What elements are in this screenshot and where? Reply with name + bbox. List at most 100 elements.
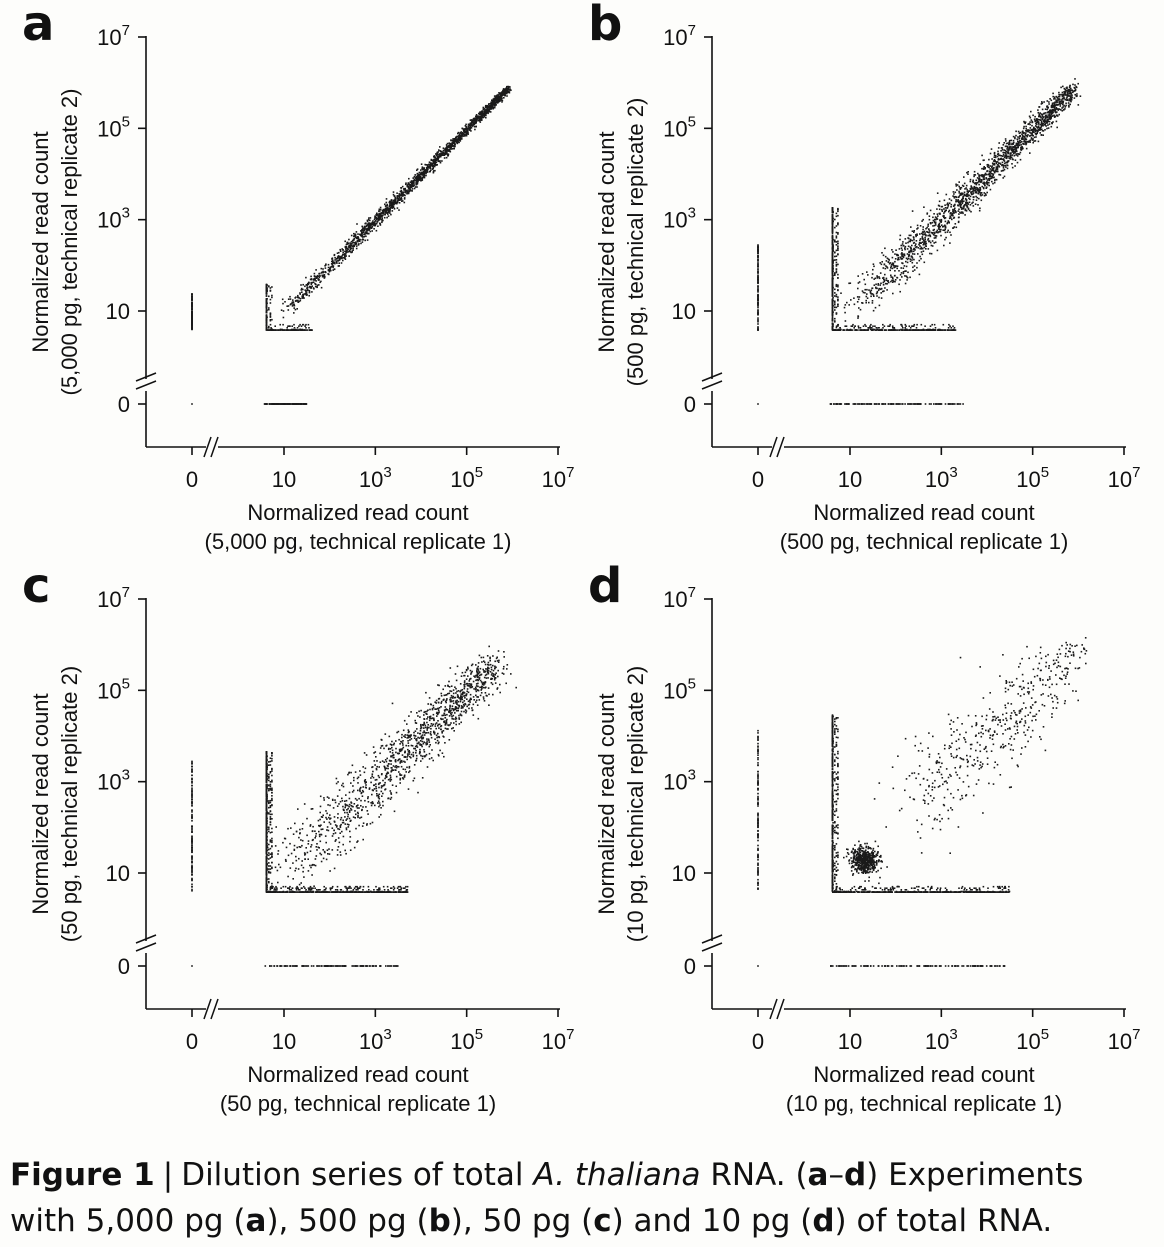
zero-col-point [191,301,193,304]
data-point [332,265,335,267]
data-point [344,257,346,259]
data-point [1035,118,1038,120]
data-point [348,246,350,248]
data-point [1040,120,1043,123]
data-point [835,244,838,246]
data-point [502,89,504,91]
zero-row-point [868,403,871,405]
zero-col-point [191,308,193,310]
data-point [308,281,310,284]
data-point [368,229,370,231]
data-point [428,166,431,168]
zero-col-point [757,256,759,259]
data-point [374,215,376,217]
data-point [1038,106,1041,108]
data-point [396,201,399,204]
data-point [1023,140,1025,143]
data-point [999,163,1002,165]
data-point [338,256,340,258]
data-point [949,212,952,215]
data-point [1069,103,1071,106]
data-point [837,253,839,256]
data-point [1017,130,1020,133]
data-point [433,156,435,158]
x-tick-label: 107 [542,464,575,492]
data-point [1014,165,1016,167]
data-point [864,283,867,286]
data-point [268,326,270,329]
data-point [837,285,839,288]
data-point [1014,148,1016,151]
zero-col-point [191,320,193,322]
data-point [1019,140,1021,142]
data-point [943,208,945,210]
data-point [974,191,977,194]
data-point [1021,138,1023,140]
data-point [882,277,884,279]
data-point [986,179,989,181]
data-point [461,134,463,137]
data-point [960,206,963,209]
data-point [1058,108,1061,110]
data-point [1077,104,1080,106]
data-point [396,195,398,197]
data-point [1056,103,1058,106]
data-point [874,329,876,331]
data-point [898,248,901,250]
data-point [891,262,894,264]
data-point [324,267,327,269]
data-point [967,173,969,175]
data-point [449,146,452,149]
data-point [460,131,463,133]
data-point [1062,85,1064,88]
data-point [386,208,388,211]
data-point [1063,92,1066,95]
data-point [1044,112,1047,114]
data-point [964,209,967,212]
data-point [1018,141,1020,143]
data-point [464,131,466,133]
data-point [831,241,834,243]
data-point [979,189,982,191]
data-point [1034,120,1036,123]
data-point [927,225,929,227]
data-point [886,267,889,269]
data-point [831,258,834,261]
data-point [1039,127,1041,129]
data-point [1025,127,1027,130]
data-point [910,249,912,252]
data-point [891,276,894,279]
data-point [1002,158,1005,160]
zero-col-point [757,328,759,331]
data-point [870,328,872,331]
data-point [989,171,992,174]
data-point [950,327,953,329]
data-point [1033,118,1036,120]
data-point [972,193,974,195]
data-point [401,200,403,202]
data-point [299,292,301,294]
data-point [955,183,957,186]
data-point [403,194,406,196]
data-point [864,288,866,291]
data-point [353,244,355,246]
data-point [420,179,422,182]
data-point [993,154,996,157]
data-point [481,110,484,112]
data-point [952,210,954,213]
data-point [485,108,487,111]
data-point [500,99,503,101]
data-point [437,151,440,153]
data-point [871,302,874,304]
data-point [832,250,834,252]
data-point [898,270,900,272]
zero-row-point [296,403,298,405]
data-point [374,221,376,223]
data-point [873,295,875,297]
data-point [325,263,327,265]
data-point [938,329,941,331]
data-point [364,226,366,229]
data-point [1050,109,1053,112]
data-point [1009,145,1011,148]
data-point [448,148,451,151]
